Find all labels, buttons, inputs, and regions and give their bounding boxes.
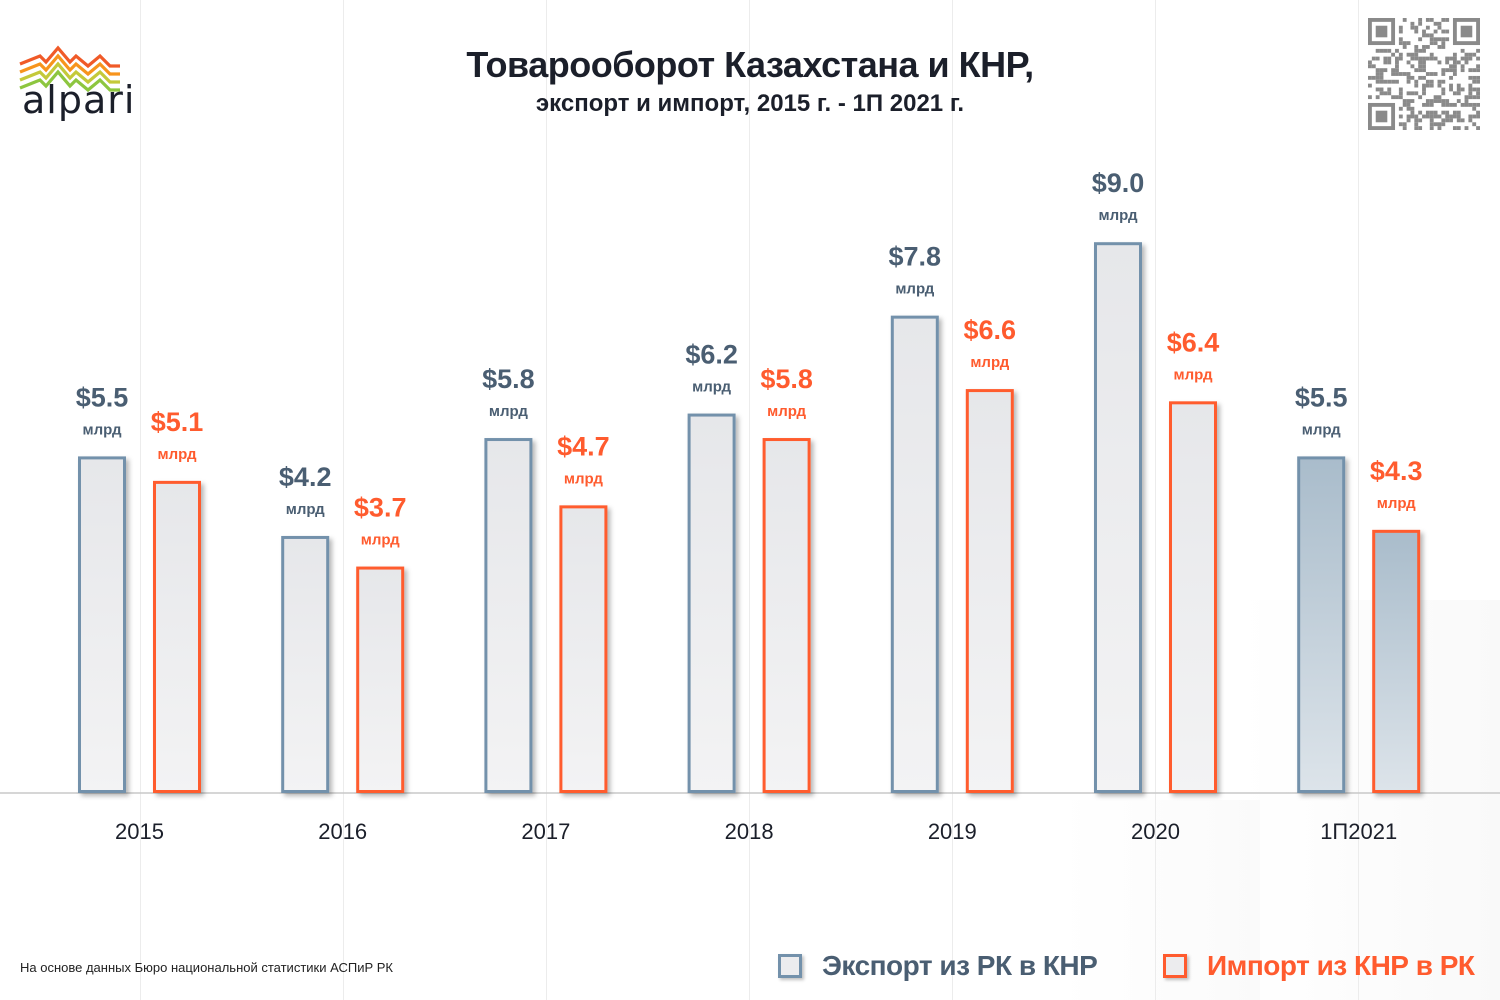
qr-code-icon	[1368, 18, 1480, 130]
export-value-label: $5.8	[482, 364, 535, 394]
unit-label: млрд	[1174, 366, 1213, 383]
unit-label: млрд	[1099, 207, 1138, 224]
chart-subtitle: экспорт и импорт, 2015 г. - 1П 2021 г.	[535, 90, 965, 117]
x-tick-label: 2016	[318, 819, 367, 844]
unit-label: млрд	[361, 532, 400, 549]
import-value-label: $6.4	[1167, 327, 1220, 357]
export-bar	[890, 315, 939, 793]
export-bar	[484, 438, 533, 793]
unit-label: млрд	[1302, 421, 1341, 438]
background-grid-line	[343, 0, 344, 1000]
legend-swatch-export	[778, 954, 802, 978]
export-bar	[78, 456, 126, 793]
background-tile	[1240, 600, 1500, 1000]
import-bar	[1372, 529, 1421, 794]
import-value-label: $5.8	[760, 364, 813, 394]
unit-label: млрд	[83, 421, 122, 438]
legend-label-import: Импорт из КНР в РК	[1207, 950, 1475, 981]
unit-label: млрд	[692, 379, 731, 396]
export-bar	[1297, 456, 1346, 793]
unit-label: млрд	[767, 403, 806, 420]
legend-item-export: Экспорт из РК в КНР	[778, 948, 1098, 984]
background-grid-line	[952, 0, 953, 1000]
x-tick-label: 2017	[521, 819, 570, 844]
export-value-label: $5.5	[1295, 382, 1348, 412]
import-bar	[762, 438, 811, 793]
import-value-label: $3.7	[354, 493, 407, 523]
unit-label: млрд	[1377, 495, 1416, 512]
x-tick-label: 1П2021	[1320, 819, 1397, 844]
alpari-logo-icon	[19, 45, 120, 93]
unit-label: млрд	[970, 354, 1009, 371]
export-bar	[1094, 242, 1142, 793]
export-value-label: $5.5	[76, 382, 129, 412]
unit-label: млрд	[895, 281, 934, 298]
x-tick-label: 2015	[115, 819, 164, 844]
import-value-label: $5.1	[151, 407, 204, 437]
legend-swatch-import	[1163, 954, 1187, 978]
unit-label: млрд	[564, 470, 603, 487]
x-tick-label: 2018	[725, 819, 774, 844]
import-bar	[153, 480, 201, 793]
legend-item-import: Импорт из КНР в РК	[1163, 948, 1475, 984]
legend-label-export: Экспорт из РК в КНР	[822, 950, 1098, 981]
background-grid-line	[749, 0, 750, 1000]
background-grid-line	[546, 0, 547, 1000]
unit-label: млрд	[286, 501, 325, 518]
source-note: На основе данных Бюро национальной стати…	[20, 960, 394, 975]
export-value-label: $6.2	[685, 340, 738, 370]
background-tile	[1060, 800, 1260, 1000]
export-bar	[687, 413, 736, 793]
import-value-label: $4.7	[557, 431, 610, 461]
import-bar	[965, 389, 1014, 793]
unit-label: млрд	[489, 403, 528, 420]
export-bar	[281, 535, 330, 794]
import-bar	[356, 566, 405, 793]
x-tick-label: 2020	[1131, 819, 1180, 844]
export-value-label: $7.8	[889, 242, 942, 272]
unit-label: млрд	[158, 446, 197, 463]
x-tick-label: 2019	[928, 819, 977, 844]
chart-title: Товарооборот Казахстана и КНР,	[466, 44, 1034, 85]
background-grid-line	[1358, 0, 1359, 1000]
export-value-label: $4.2	[279, 462, 332, 492]
brand-name: alpari	[22, 78, 136, 122]
import-value-label: $4.3	[1370, 456, 1423, 486]
background-grid-line	[1155, 0, 1156, 1000]
import-value-label: $6.6	[964, 315, 1017, 345]
export-value-label: $9.0	[1092, 168, 1145, 198]
background-grid-line	[140, 0, 141, 1000]
import-bar	[1169, 401, 1217, 793]
import-bar	[559, 505, 608, 793]
